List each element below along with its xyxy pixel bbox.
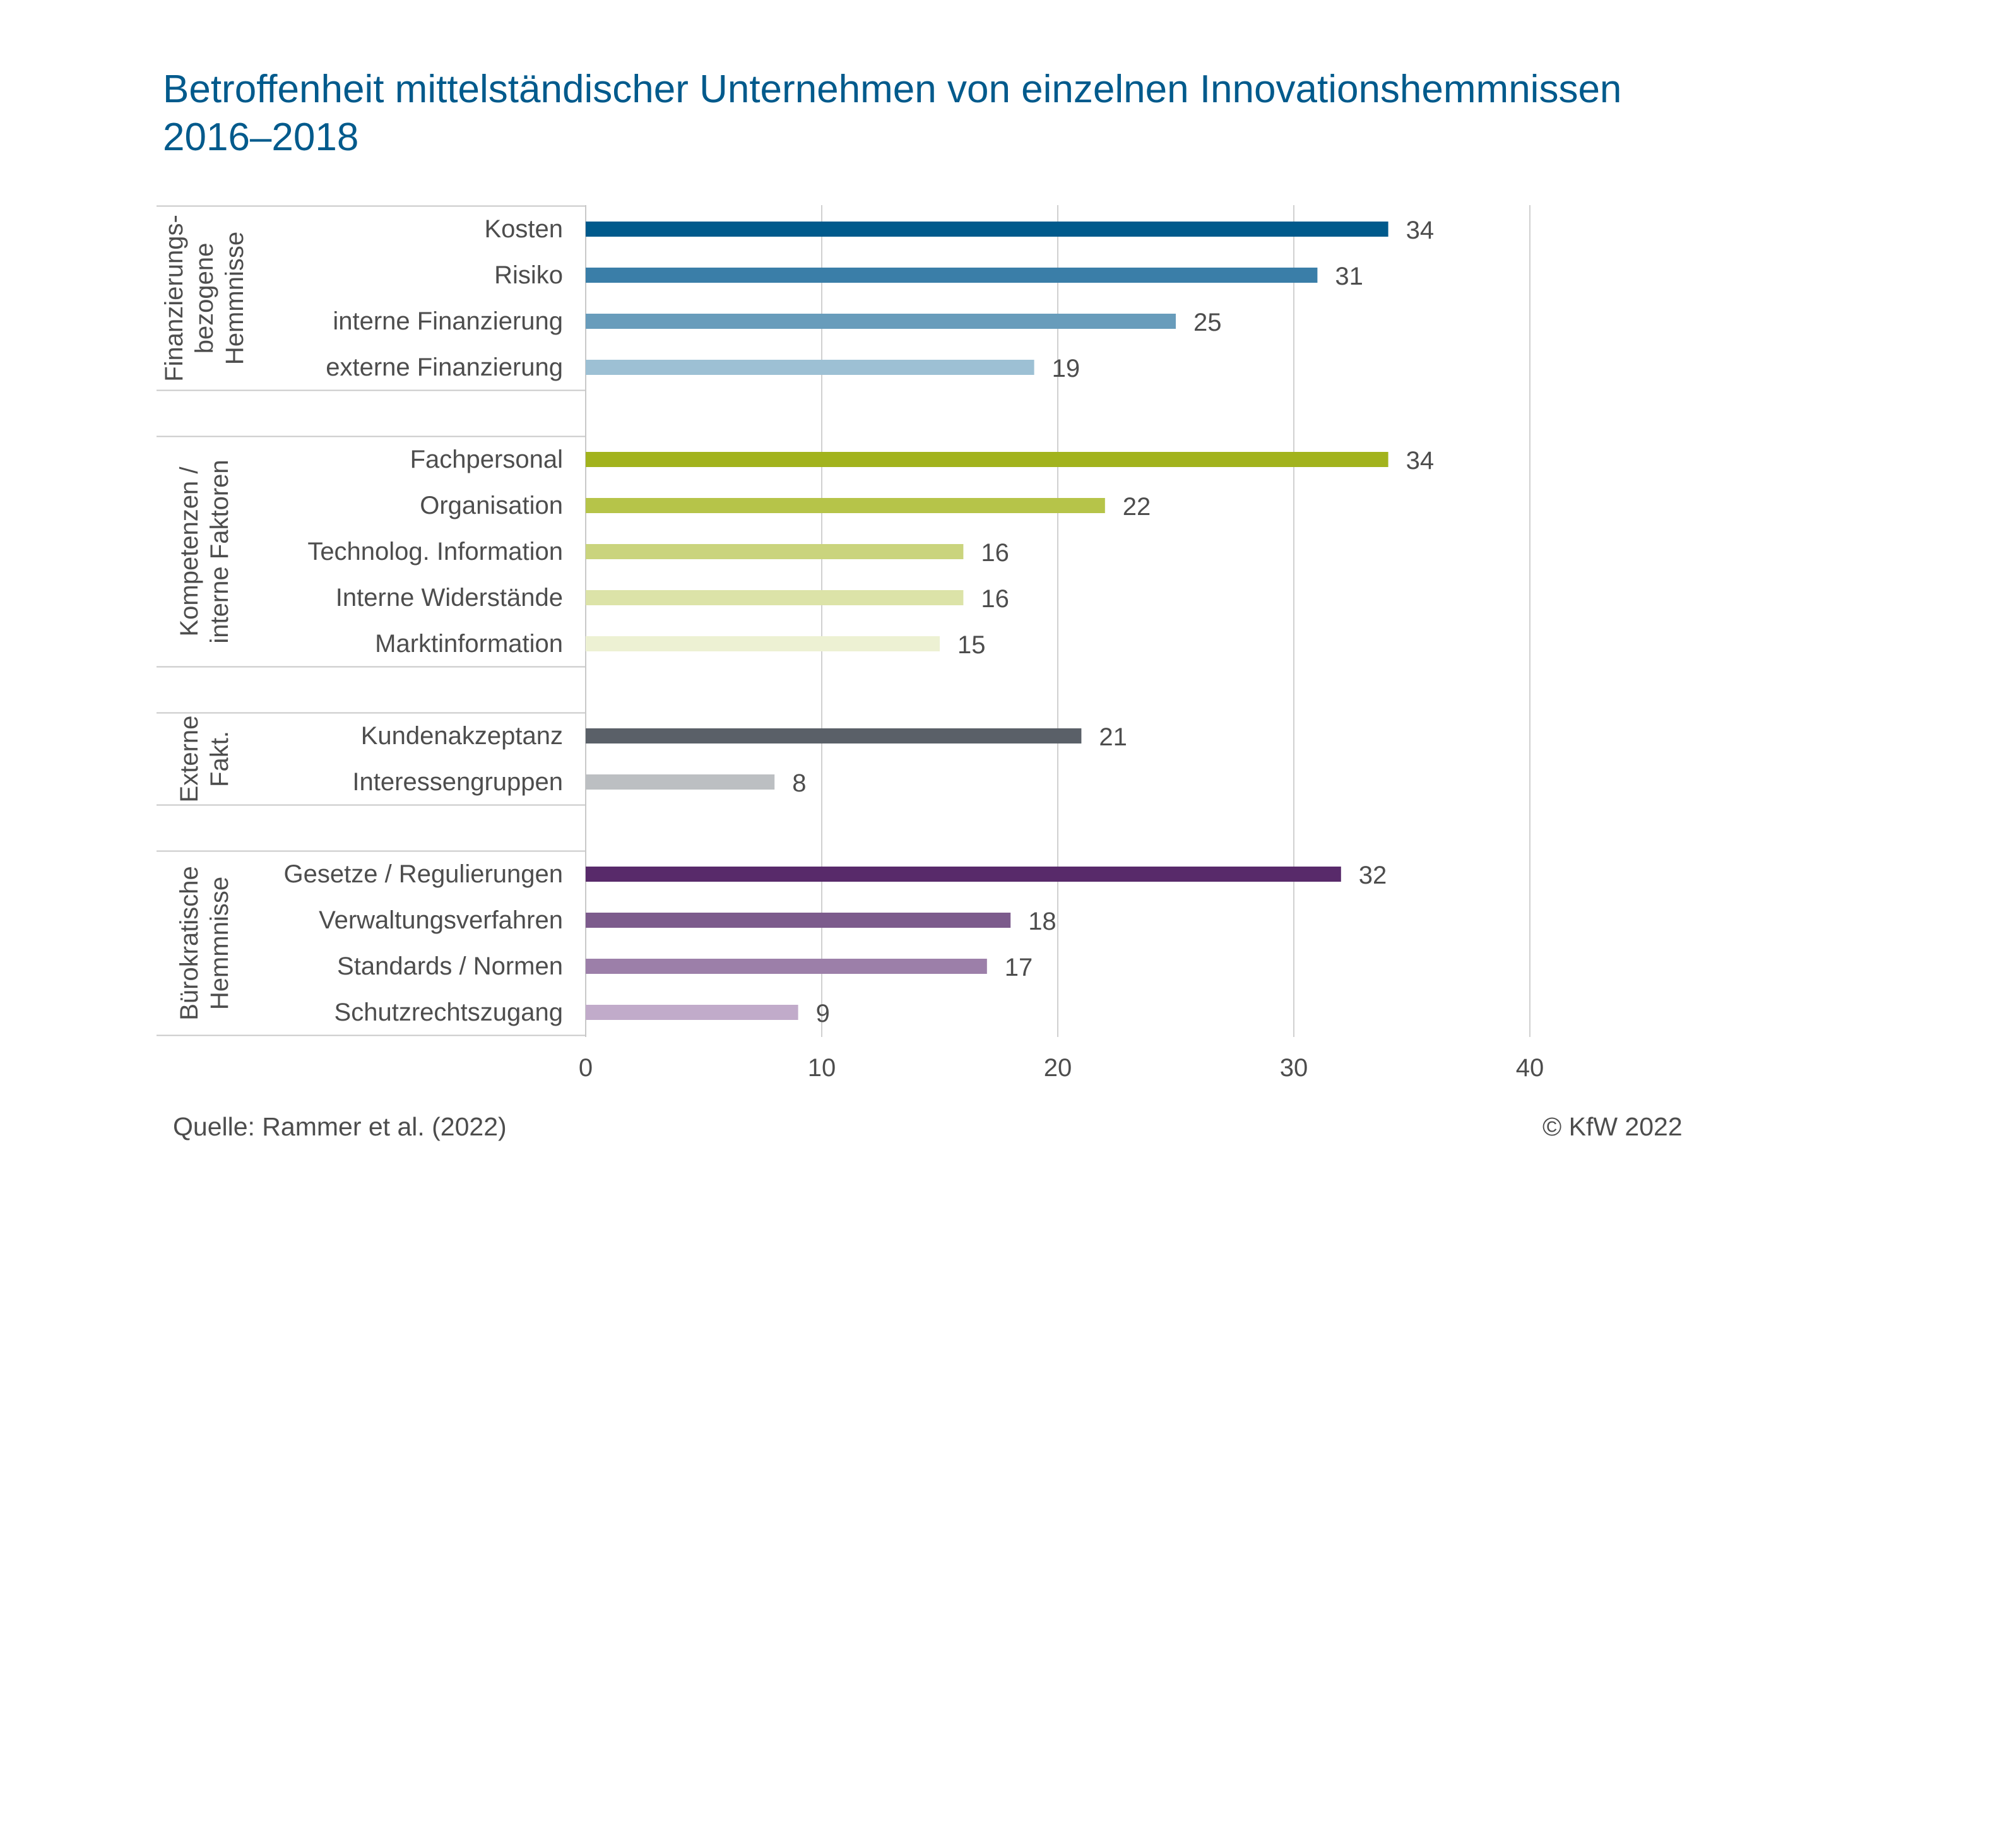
value-label: 31 bbox=[1335, 263, 1363, 290]
bar bbox=[586, 360, 1034, 375]
value-labels: 34 31 25 19 34 22 16 16 15 21 8 32 18 17 9 bbox=[792, 216, 1434, 1028]
category-label: Organisation bbox=[420, 492, 563, 519]
value-label: 16 bbox=[981, 539, 1009, 567]
group-label: bezogene bbox=[191, 243, 218, 354]
bar bbox=[586, 268, 1318, 283]
group-labels: Finanzierungs-bezogene HemmnisseKompetenz… bbox=[160, 215, 249, 1021]
group-frames bbox=[157, 205, 586, 1037]
value-label: 19 bbox=[1052, 355, 1080, 382]
category-label: Schutzrechtszugang bbox=[334, 998, 563, 1026]
group-label: interne Faktoren bbox=[206, 459, 234, 643]
category-label: Verwaltungsverfahren bbox=[319, 906, 563, 934]
bar-chart: Finanzierungs-bezogene HemmnisseKompetenz… bbox=[157, 205, 1544, 1082]
bar bbox=[586, 452, 1388, 467]
chart-title-line-1: Betroffenheit mittelständischer Unterneh… bbox=[163, 68, 1622, 111]
group-label: Hemmnisse bbox=[221, 232, 249, 365]
x-tick-label: 30 bbox=[1280, 1054, 1308, 1082]
category-label: Technolog. Information bbox=[307, 538, 563, 566]
value-label: 22 bbox=[1123, 493, 1151, 521]
category-label: Kosten bbox=[484, 215, 563, 243]
bar bbox=[586, 498, 1105, 513]
category-label: Marktinformation bbox=[375, 630, 563, 658]
category-label: Fachpersonal bbox=[410, 446, 563, 473]
bar bbox=[586, 959, 987, 974]
group-label: Kompetenzen / bbox=[175, 466, 203, 637]
group-label: Finanzierungs- bbox=[160, 215, 188, 382]
bar bbox=[586, 636, 940, 651]
chart-title-line-2: 2016–2018 bbox=[163, 116, 359, 159]
group-label: Fakt. bbox=[206, 731, 234, 787]
value-label: 32 bbox=[1359, 862, 1387, 889]
category-label: Interne Widerstände bbox=[336, 584, 563, 612]
value-label: 17 bbox=[1005, 954, 1033, 981]
bar bbox=[586, 314, 1176, 329]
value-label: 9 bbox=[816, 1000, 830, 1028]
category-label: interne Finanzierung bbox=[333, 307, 563, 335]
bar bbox=[586, 1005, 798, 1020]
bar bbox=[586, 590, 964, 605]
bar bbox=[586, 222, 1388, 237]
category-label: externe Finanzierung bbox=[326, 353, 563, 381]
category-label: Kundenakzeptanz bbox=[361, 722, 563, 750]
group-label: Bürokratische bbox=[175, 866, 203, 1021]
value-label: 34 bbox=[1406, 447, 1435, 475]
x-tick-label: 40 bbox=[1516, 1054, 1544, 1082]
value-label: 21 bbox=[1099, 723, 1127, 751]
value-label: 18 bbox=[1028, 908, 1057, 935]
x-tick-label: 20 bbox=[1044, 1054, 1072, 1082]
gridlines bbox=[821, 205, 1530, 1037]
x-tick-label: 10 bbox=[808, 1054, 836, 1082]
bar bbox=[586, 867, 1341, 882]
copyright-note: © KfW 2022 bbox=[1542, 1112, 1683, 1141]
category-label: Gesetze / Regulierungen bbox=[284, 860, 564, 888]
category-labels: Kosten Risiko interne Finanzierung externe … bbox=[284, 215, 564, 1026]
category-label: Risiko bbox=[494, 261, 563, 289]
value-label: 15 bbox=[957, 631, 986, 659]
group-label: Externe bbox=[175, 716, 203, 803]
chart-title: Betroffenheit mittelständischer Unterneh… bbox=[163, 66, 1741, 162]
bars bbox=[586, 222, 1388, 1020]
source-note: Quelle: Rammer et al. (2022) bbox=[173, 1112, 507, 1141]
x-tick-label: 0 bbox=[579, 1054, 593, 1082]
category-label: Interessengruppen bbox=[352, 768, 563, 796]
category-label: Standards / Normen bbox=[337, 952, 563, 980]
bar bbox=[586, 544, 964, 559]
x-axis-ticks: 0 10 20 30 40 bbox=[579, 1054, 1544, 1082]
value-label: 8 bbox=[792, 769, 806, 797]
value-label: 16 bbox=[981, 585, 1009, 613]
bar bbox=[586, 728, 1082, 743]
bar bbox=[586, 774, 775, 790]
value-label: 34 bbox=[1406, 216, 1435, 244]
value-label: 25 bbox=[1193, 309, 1222, 336]
group-label: Hemmnisse bbox=[206, 877, 234, 1010]
bar bbox=[586, 913, 1011, 928]
